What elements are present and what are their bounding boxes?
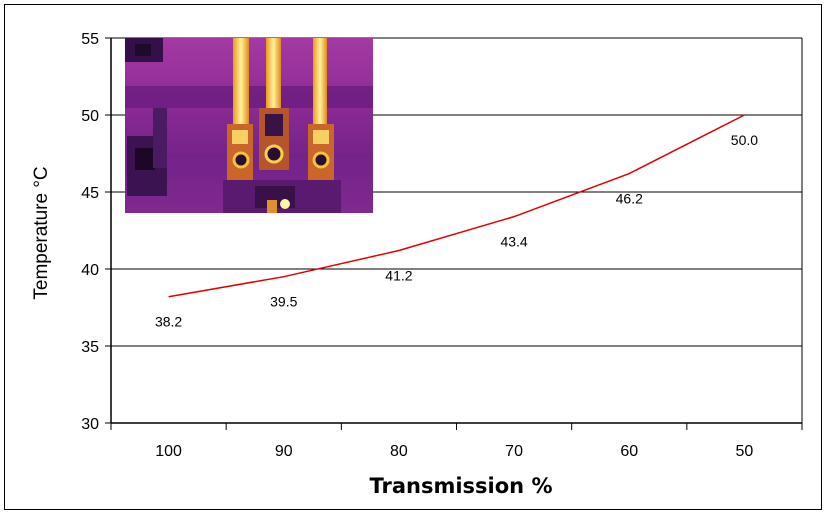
y-tick-label: 35 xyxy=(81,339,99,356)
data-label: 43.4 xyxy=(500,234,527,250)
y-tick-label: 30 xyxy=(81,416,99,433)
series-line-group xyxy=(168,114,745,298)
x-tick-label: 80 xyxy=(390,443,408,460)
data-label: 38.2 xyxy=(155,314,182,330)
y-tick-label: 40 xyxy=(81,262,99,279)
x-axis-label: Transmission % xyxy=(369,474,552,498)
data-label: 39.5 xyxy=(270,294,297,310)
x-tick-label: 70 xyxy=(505,443,523,460)
thermal-image xyxy=(125,38,373,213)
x-tick-label: 60 xyxy=(620,443,638,460)
x-tick-label: 100 xyxy=(155,443,182,460)
axes: 30 35 40 45 50 55 100 90 80 70 60 50 xyxy=(81,31,803,460)
data-label: 50.0 xyxy=(731,132,758,148)
data-label: 41.2 xyxy=(385,268,412,284)
data-labels: 38.2 39.5 41.2 43.4 46.2 50.0 xyxy=(155,132,758,330)
y-axis-label: Temperature °C xyxy=(31,166,52,299)
x-tick-label: 50 xyxy=(736,443,754,460)
y-tick-label: 45 xyxy=(81,185,99,202)
data-label: 46.2 xyxy=(616,191,643,207)
temperature-series-line xyxy=(168,114,745,298)
chart-frame: 30 35 40 45 50 55 100 90 80 70 60 50 xyxy=(4,4,822,510)
x-tick-label: 90 xyxy=(275,443,293,460)
temperature-transmission-chart: 30 35 40 45 50 55 100 90 80 70 60 50 xyxy=(31,31,803,498)
y-tick-label: 55 xyxy=(81,31,99,48)
y-tick-label: 50 xyxy=(81,108,99,125)
